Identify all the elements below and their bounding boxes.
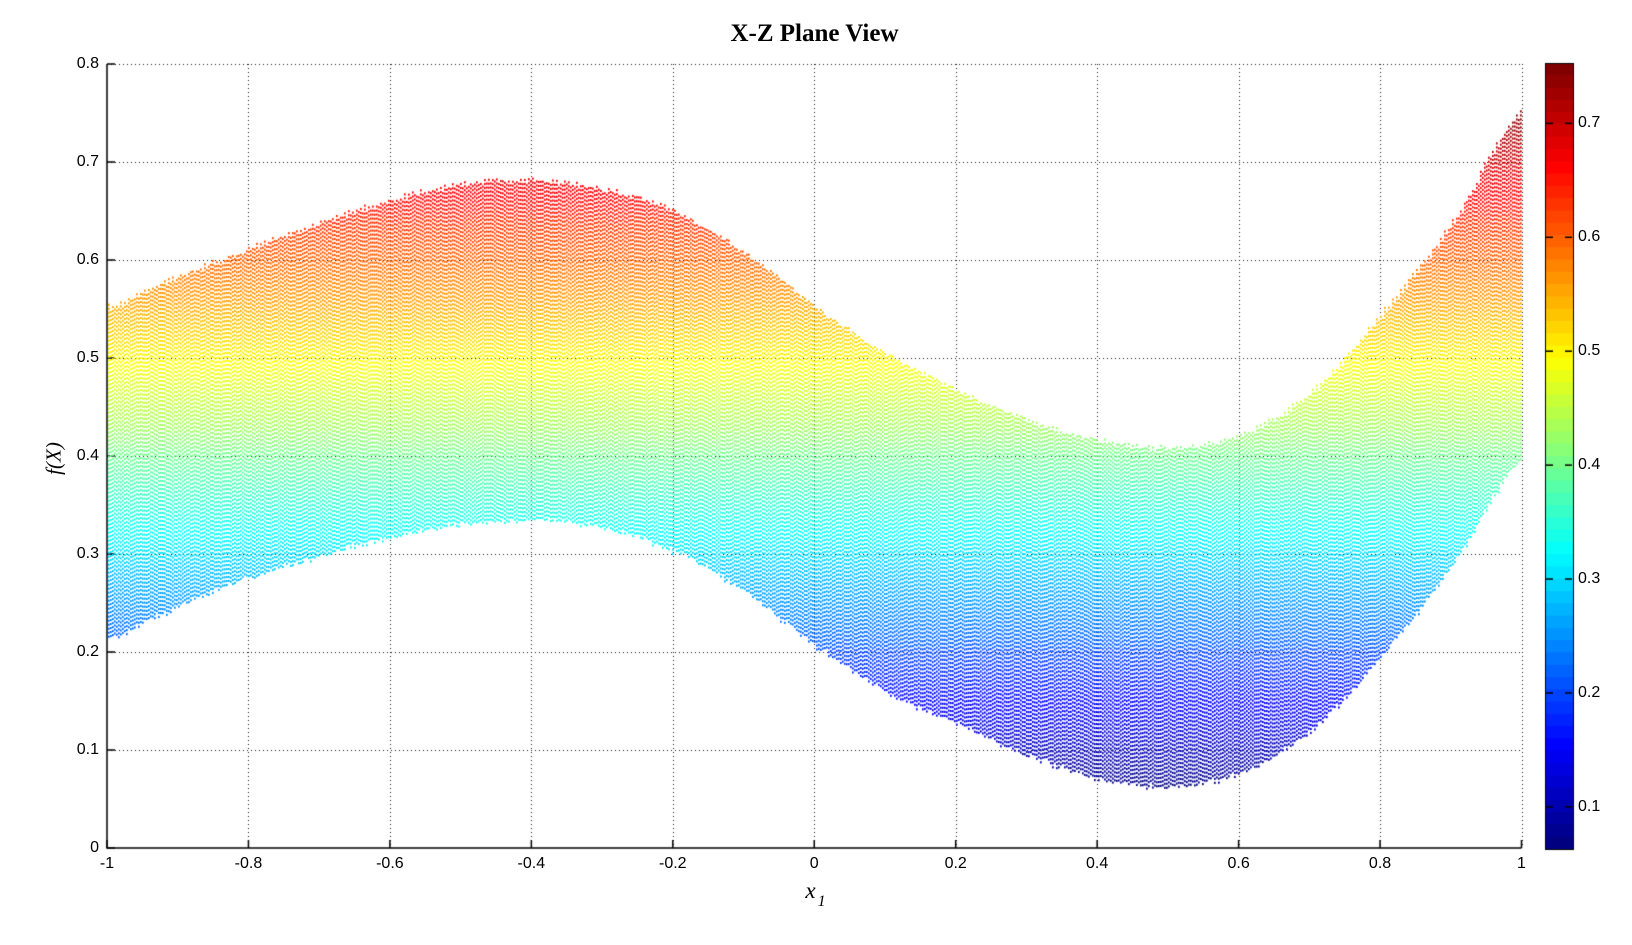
colorbar-tick-label: 0.7: [1578, 114, 1601, 132]
plot-title: X-Z Plane View: [730, 20, 899, 47]
x-tick-label: -0.2: [659, 855, 687, 872]
colorbar-tick-label: 0.5: [1578, 342, 1601, 360]
y-tick-label: 0.5: [76, 349, 99, 366]
x-axis-label-subscript: 1: [817, 893, 826, 910]
x-tick-label: 0: [809, 855, 819, 872]
y-tick-label: 0.3: [76, 545, 99, 562]
y-tick-label: 0.2: [76, 643, 99, 660]
y-tick-label: 0.1: [76, 741, 99, 758]
colorbar-tick-label: 0.2: [1578, 683, 1601, 701]
y-tick-label: 0: [90, 839, 99, 856]
y-tick-label: 0.8: [76, 55, 99, 72]
colorbar-tick-label: 0.3: [1578, 570, 1601, 588]
x-tick-label: 0.6: [1227, 855, 1250, 872]
colorbar-tick-label: 0.6: [1578, 228, 1601, 246]
y-tick-label: 0.7: [76, 153, 99, 170]
x-tick-label: 0.8: [1368, 855, 1392, 872]
x-tick-label: -0.8: [234, 855, 263, 872]
colorbar-tick-label: 0.1: [1578, 797, 1601, 815]
x-tick-label: 1: [1517, 855, 1526, 872]
x-tick-label: -0.6: [376, 855, 404, 872]
y-tick-label: 0.4: [76, 447, 99, 464]
x-axis-label-base: x: [805, 878, 816, 903]
x-tick-label: -0.4: [517, 855, 546, 872]
colorbar-tick-label: 0.4: [1578, 456, 1601, 474]
x-tick-label: 0.4: [1086, 855, 1109, 872]
x-tick-label: 0.2: [944, 855, 967, 872]
x-tick-label: -1: [99, 855, 115, 872]
y-tick-label: 0.6: [76, 251, 99, 268]
